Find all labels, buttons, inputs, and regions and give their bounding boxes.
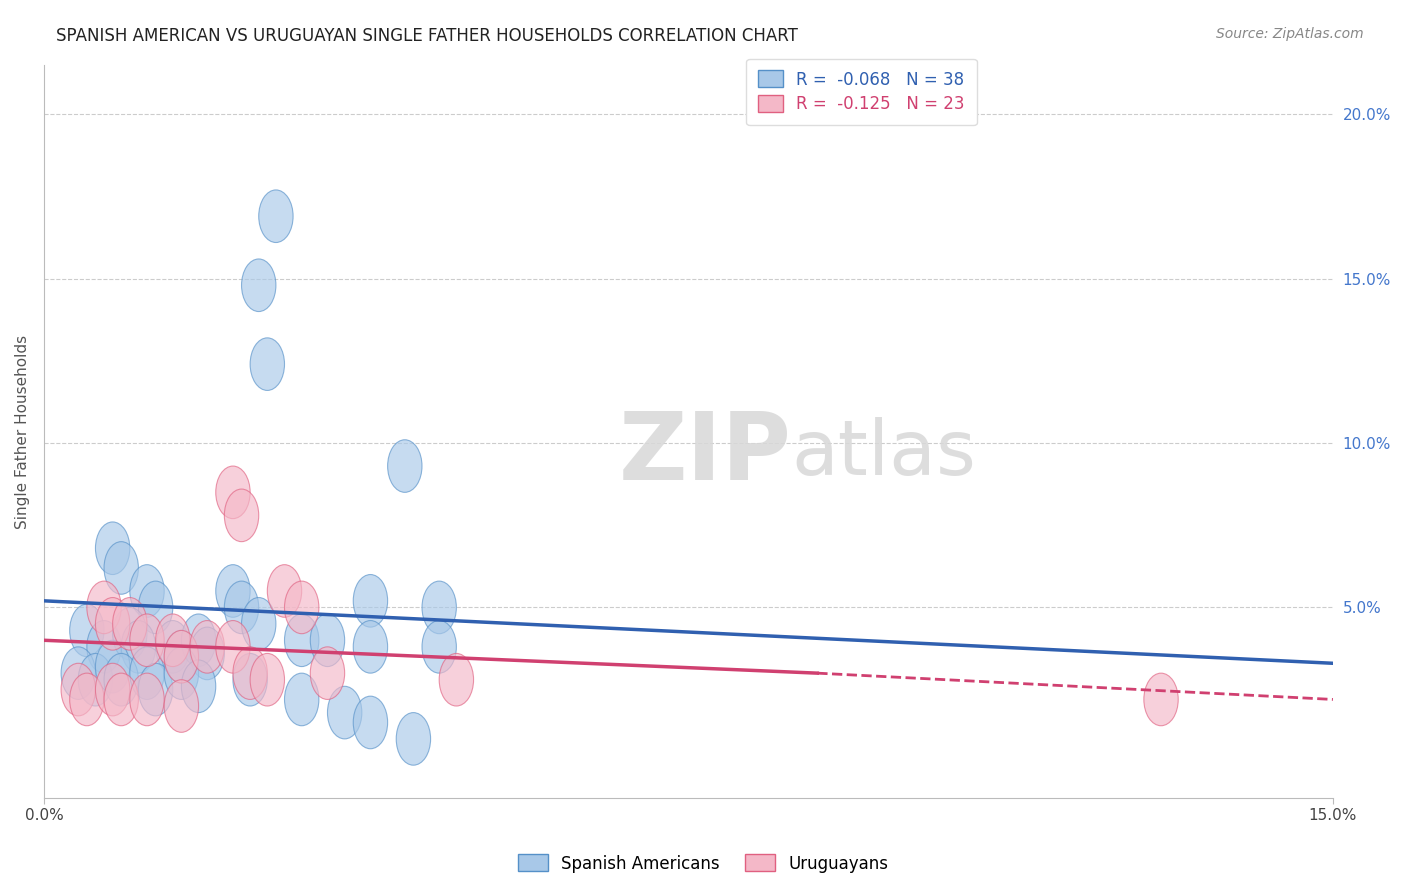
Ellipse shape	[129, 673, 165, 726]
Ellipse shape	[112, 598, 148, 650]
Ellipse shape	[87, 581, 121, 633]
Ellipse shape	[215, 565, 250, 617]
Ellipse shape	[242, 259, 276, 311]
Ellipse shape	[87, 621, 121, 673]
Ellipse shape	[215, 466, 250, 518]
Ellipse shape	[1144, 673, 1178, 726]
Ellipse shape	[165, 647, 198, 699]
Ellipse shape	[156, 621, 190, 673]
Ellipse shape	[181, 660, 215, 713]
Ellipse shape	[190, 621, 225, 673]
Ellipse shape	[121, 621, 156, 673]
Ellipse shape	[96, 640, 129, 693]
Y-axis label: Single Father Households: Single Father Households	[15, 334, 30, 529]
Ellipse shape	[284, 581, 319, 633]
Ellipse shape	[250, 654, 284, 706]
Ellipse shape	[311, 647, 344, 699]
Text: atlas: atlas	[792, 417, 976, 491]
Ellipse shape	[60, 664, 96, 716]
Legend: R =  -0.068   N = 38, R =  -0.125   N = 23: R = -0.068 N = 38, R = -0.125 N = 23	[747, 59, 977, 125]
Text: SPANISH AMERICAN VS URUGUAYAN SINGLE FATHER HOUSEHOLDS CORRELATION CHART: SPANISH AMERICAN VS URUGUAYAN SINGLE FAT…	[56, 27, 799, 45]
Ellipse shape	[422, 581, 457, 633]
Ellipse shape	[129, 565, 165, 617]
Ellipse shape	[129, 614, 165, 666]
Ellipse shape	[396, 713, 430, 765]
Ellipse shape	[104, 673, 138, 726]
Ellipse shape	[353, 696, 388, 748]
Ellipse shape	[328, 686, 361, 739]
Ellipse shape	[104, 541, 138, 594]
Text: ZIP: ZIP	[619, 408, 792, 500]
Ellipse shape	[267, 565, 302, 617]
Ellipse shape	[259, 190, 292, 243]
Ellipse shape	[60, 647, 96, 699]
Ellipse shape	[181, 614, 215, 666]
Ellipse shape	[190, 627, 225, 680]
Ellipse shape	[250, 338, 284, 391]
Ellipse shape	[353, 621, 388, 673]
Ellipse shape	[112, 607, 148, 660]
Ellipse shape	[284, 614, 319, 666]
Ellipse shape	[156, 614, 190, 666]
Ellipse shape	[422, 621, 457, 673]
Ellipse shape	[70, 673, 104, 726]
Ellipse shape	[104, 654, 138, 706]
Ellipse shape	[96, 664, 129, 716]
Ellipse shape	[233, 647, 267, 699]
Legend: Spanish Americans, Uruguayans: Spanish Americans, Uruguayans	[512, 847, 894, 880]
Ellipse shape	[215, 621, 250, 673]
Ellipse shape	[353, 574, 388, 627]
Ellipse shape	[284, 673, 319, 726]
Ellipse shape	[242, 598, 276, 650]
Ellipse shape	[165, 631, 198, 683]
Ellipse shape	[96, 522, 129, 574]
Ellipse shape	[129, 647, 165, 699]
Ellipse shape	[70, 604, 104, 657]
Ellipse shape	[439, 654, 474, 706]
Ellipse shape	[138, 664, 173, 716]
Text: Source: ZipAtlas.com: Source: ZipAtlas.com	[1216, 27, 1364, 41]
Ellipse shape	[96, 598, 129, 650]
Ellipse shape	[79, 654, 112, 706]
Ellipse shape	[388, 440, 422, 492]
Ellipse shape	[165, 631, 198, 683]
Ellipse shape	[165, 680, 198, 732]
Ellipse shape	[311, 614, 344, 666]
Ellipse shape	[138, 581, 173, 633]
Ellipse shape	[225, 489, 259, 541]
Ellipse shape	[225, 581, 259, 633]
Ellipse shape	[233, 654, 267, 706]
